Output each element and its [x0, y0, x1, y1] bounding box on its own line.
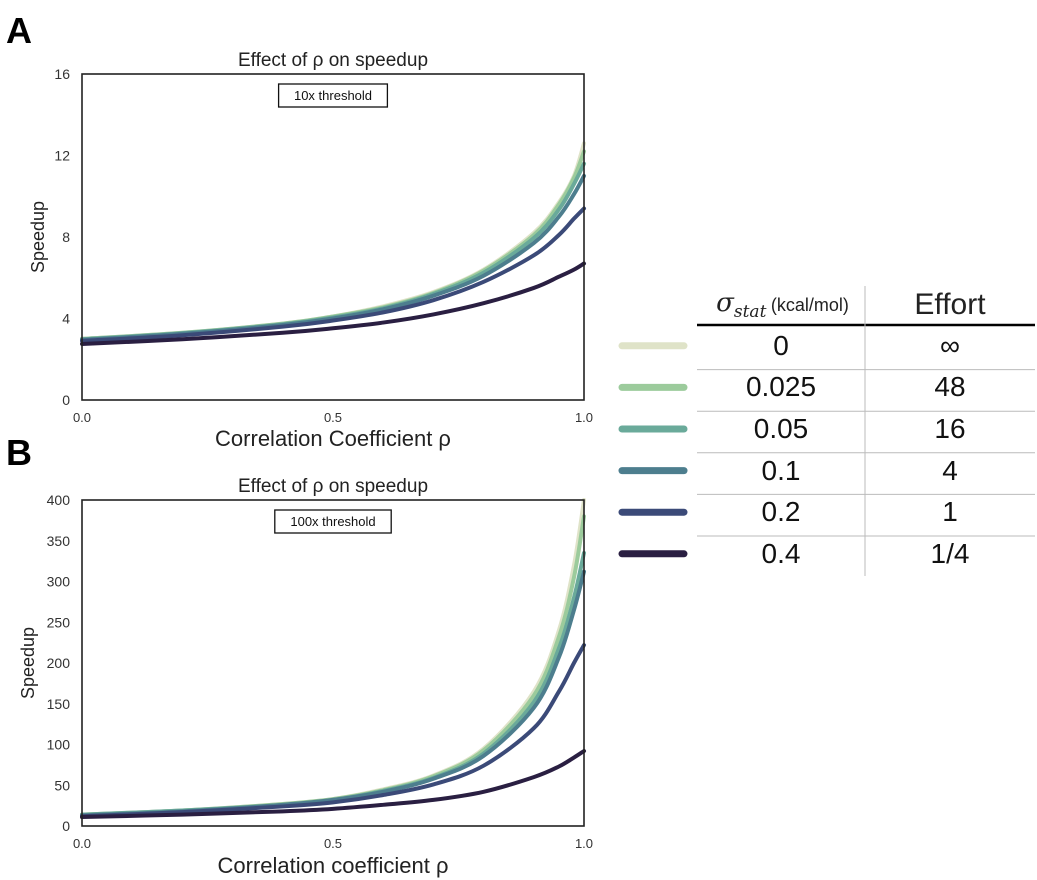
series-line-0	[80, 498, 586, 817]
series-line-0.4	[80, 749, 586, 820]
table-cell-sigma: 0	[773, 329, 789, 361]
table-cell-effort: ∞	[940, 329, 960, 361]
threshold-box	[277, 83, 389, 108]
y-tick-label: 16	[54, 66, 70, 82]
series-line-0.05	[80, 550, 586, 817]
y-tick-label: 0	[62, 818, 70, 834]
series-line-0.025	[80, 514, 586, 817]
y-tick-label: 8	[62, 229, 70, 245]
x-tick-label: 0.0	[73, 836, 91, 851]
series-line-0.1	[80, 569, 586, 818]
x-tick-label: 0.5	[324, 410, 342, 425]
table-cell-effort: 48	[934, 371, 966, 403]
chart-title: Effect of ρ on speedup	[238, 476, 428, 497]
effort-header: Effort	[914, 288, 986, 321]
sigma-unit: (kcal/mol)	[770, 295, 849, 315]
series-line-0.4	[80, 261, 586, 346]
series-line-0.2	[80, 643, 586, 819]
y-tick-label: 300	[47, 574, 71, 590]
x-axis-label: Correlation coefficient ρ	[218, 853, 449, 878]
legend-table-lines	[618, 286, 1035, 576]
sigma-symbol: σstat	[716, 288, 766, 322]
x-axis-label: Correlation Coefficient ρ	[215, 426, 451, 451]
chart-title: Effect of ρ on speedup	[238, 50, 428, 71]
chart-a: 0 4 8 12 16 0.0 0.5 1.0 Effect of ρ on speedup 10…	[28, 50, 593, 451]
y-tick-label: 400	[47, 492, 71, 508]
table-cell-sigma: 0.05	[753, 413, 809, 444]
panel-letter-b: B	[6, 432, 32, 473]
panel-letter-a: A	[6, 10, 32, 51]
sigma-header: σstat (kcal/mol)	[700, 288, 865, 322]
threshold-annotation: 100x threshold	[274, 509, 392, 534]
table-cell-sigma: 0.1	[761, 454, 801, 486]
y-tick-label: 150	[47, 696, 71, 712]
table-cell-effort: 16	[934, 413, 966, 444]
threshold-label: 10x threshold	[294, 88, 372, 103]
table-cell-effort: 4	[942, 454, 958, 486]
y-tick-label: 200	[47, 655, 71, 671]
table-cell-sigma: 0.025	[745, 371, 817, 403]
y-tick-label: 4	[62, 311, 70, 327]
plot-frame	[81, 73, 585, 401]
table-cell-effort: 1	[942, 496, 958, 528]
y-tick-label: 12	[54, 148, 70, 164]
y-axis-label: Speedup	[28, 201, 48, 273]
x-tick-label: 1.0	[575, 410, 593, 425]
threshold-label: 100x threshold	[290, 514, 375, 529]
sigma-subscript: stat	[733, 302, 767, 323]
series-line-0.2	[80, 206, 586, 343]
threshold-box	[274, 509, 392, 534]
table-cell-effort: 1/4	[930, 537, 970, 569]
sigma-letter: σ	[716, 288, 734, 318]
y-tick-label: 50	[54, 777, 70, 793]
table-cell-sigma: 0.4	[761, 537, 801, 569]
series-line-0	[80, 141, 586, 341]
x-tick-label: 0.5	[324, 836, 342, 851]
y-axis-label: Speedup	[18, 627, 38, 699]
series-line-0.025	[80, 149, 586, 341]
y-tick-label: 350	[47, 533, 71, 549]
chart-b: 0 50 100 150 200 250 300 350 400 0.0 0.5 1.0 Effect …	[18, 476, 593, 878]
plot-frame	[81, 499, 585, 827]
y-tick-label: 100	[47, 737, 71, 753]
threshold-annotation: 10x threshold	[277, 83, 389, 108]
x-tick-label: 0.0	[73, 410, 91, 425]
x-tick-label: 1.0	[575, 836, 593, 851]
y-tick-label: 250	[47, 614, 71, 630]
y-tick-label: 0	[62, 392, 70, 408]
table-cell-sigma: 0.2	[761, 496, 801, 528]
